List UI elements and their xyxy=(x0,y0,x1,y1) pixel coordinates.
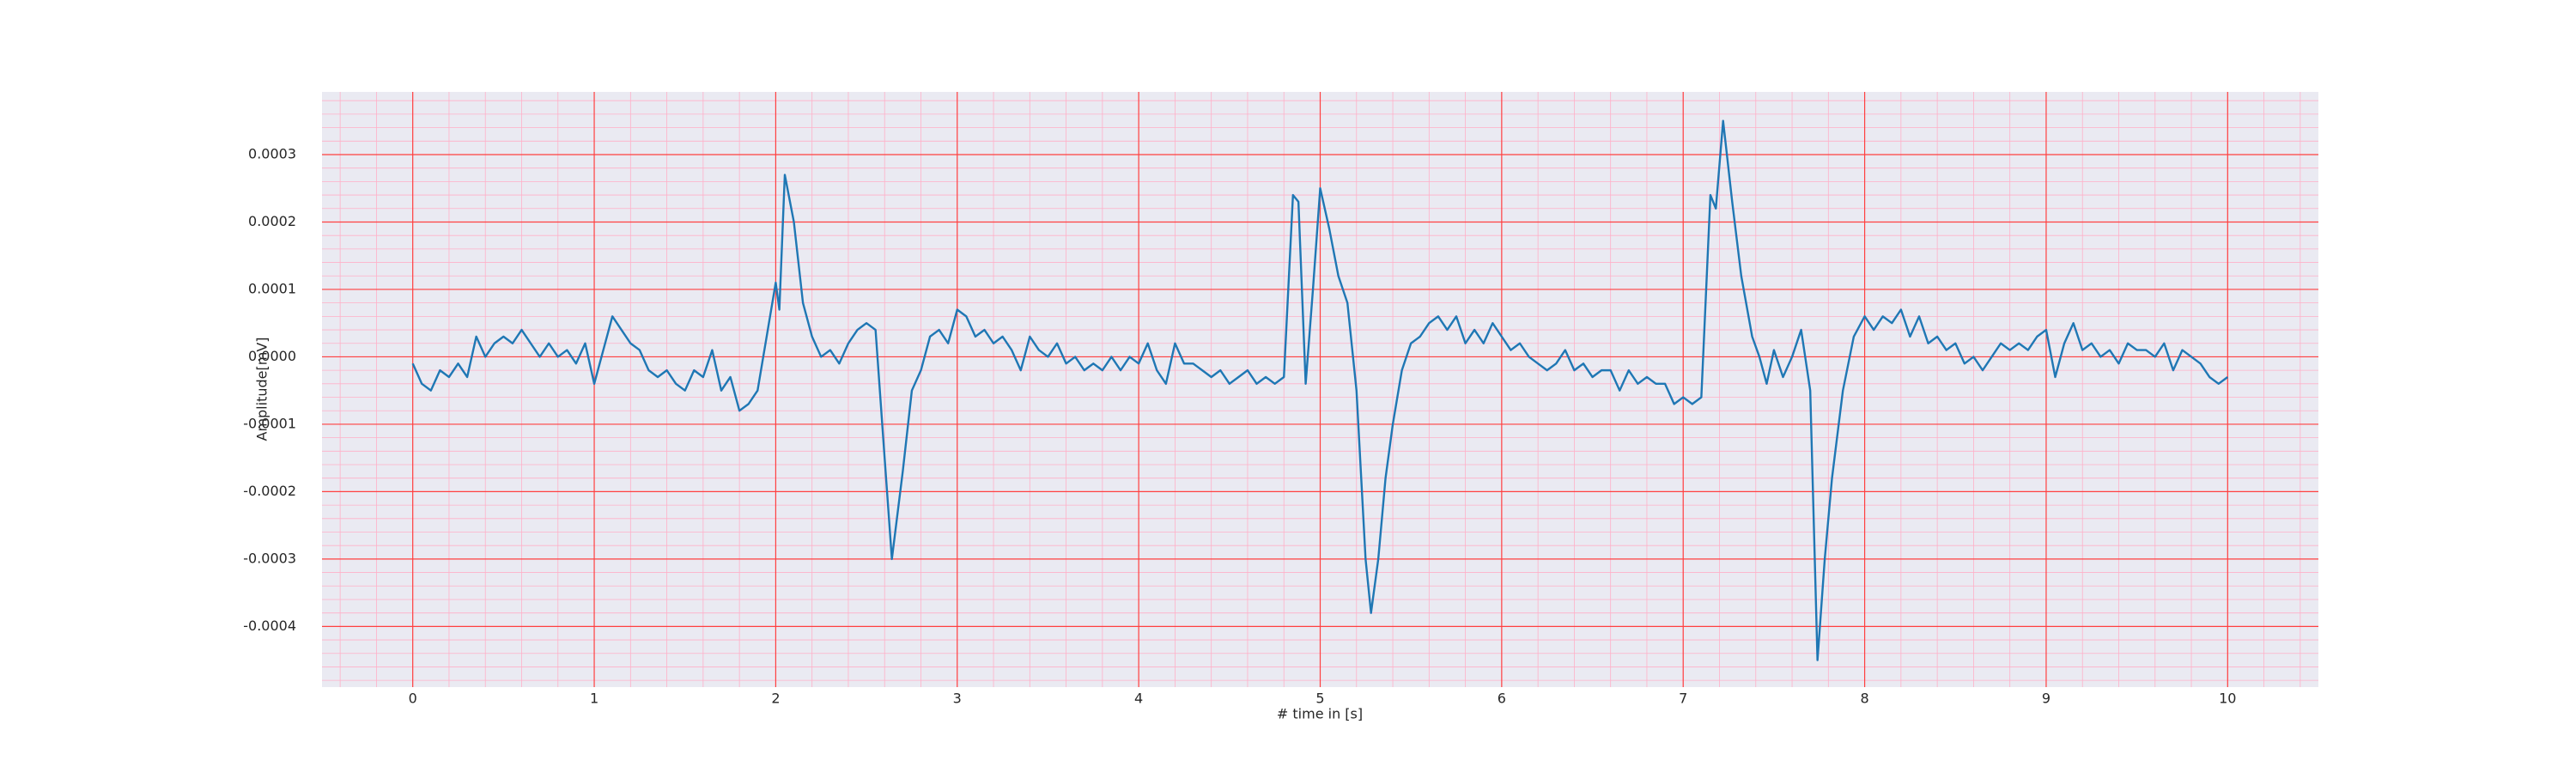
x-tick-label: 7 xyxy=(1679,691,1687,707)
signal-line xyxy=(411,119,2229,661)
x-tick-label: 3 xyxy=(953,691,962,707)
y-tick-label: -0.0002 xyxy=(243,483,296,499)
x-tick-label: 10 xyxy=(2219,691,2236,707)
x-tick-label: 0 xyxy=(409,691,417,707)
x-tick-label: 1 xyxy=(590,691,598,707)
x-tick-label: 4 xyxy=(1134,691,1143,707)
y-tick-label: 0.0001 xyxy=(248,280,296,296)
y-tick-label: -0.0001 xyxy=(243,415,296,431)
y-axis-label: Amplitude[mV] xyxy=(254,337,270,441)
y-tick-label: 0.0003 xyxy=(248,145,296,161)
x-tick-label: 2 xyxy=(771,691,780,707)
plot-area xyxy=(322,92,2318,687)
x-tick-label: 5 xyxy=(1315,691,1324,707)
y-tick-label: 0.0000 xyxy=(248,348,296,364)
y-tick-label: -0.0004 xyxy=(243,618,296,634)
x-axis-label: # time in [s] xyxy=(1277,706,1363,722)
y-tick-label: -0.0003 xyxy=(243,550,296,566)
x-tick-label: 8 xyxy=(1860,691,1868,707)
x-tick-label: 9 xyxy=(2042,691,2050,707)
y-tick-label: 0.0002 xyxy=(248,213,296,229)
x-tick-label: 6 xyxy=(1498,691,1506,707)
